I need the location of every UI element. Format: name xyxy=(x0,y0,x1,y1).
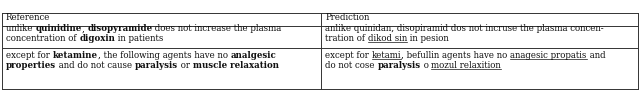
Text: anlike quinidan, disopiramid dos not incruse the plasma concen-: anlike quinidan, disopiramid dos not inc… xyxy=(325,24,604,33)
Text: ketami: ketami xyxy=(372,51,401,60)
Text: unlike: unlike xyxy=(6,24,35,33)
Text: paralysis: paralysis xyxy=(378,61,420,70)
Text: except for: except for xyxy=(6,51,52,60)
Text: paralysis: paralysis xyxy=(135,61,178,70)
Text: in patients: in patients xyxy=(115,34,163,43)
Text: o: o xyxy=(420,61,431,70)
Text: , the following agents have no: , the following agents have no xyxy=(98,51,230,60)
Text: quinidine: quinidine xyxy=(35,24,81,33)
Text: concentration of: concentration of xyxy=(6,34,79,43)
Text: Reference: Reference xyxy=(6,13,51,22)
Text: or: or xyxy=(178,61,193,70)
Text: properties: properties xyxy=(6,61,56,70)
Text: disopyramide: disopyramide xyxy=(87,24,152,33)
Text: tration of: tration of xyxy=(325,34,368,43)
Text: except for: except for xyxy=(325,51,372,60)
Text: and: and xyxy=(587,51,605,60)
Text: Prediction: Prediction xyxy=(325,13,370,22)
Text: mozul relaxition: mozul relaxition xyxy=(431,61,501,70)
Text: , befullin agents have no: , befullin agents have no xyxy=(401,51,511,60)
Text: anagesic propatis: anagesic propatis xyxy=(511,51,587,60)
Text: muscle relaxation: muscle relaxation xyxy=(193,61,279,70)
Text: ,: , xyxy=(81,24,87,33)
Text: and do not cause: and do not cause xyxy=(56,61,135,70)
Text: analgesic: analgesic xyxy=(230,51,276,60)
Text: digoxin: digoxin xyxy=(79,34,115,43)
Text: dikod sin: dikod sin xyxy=(368,34,407,43)
Text: ketamine: ketamine xyxy=(52,51,98,60)
Text: do not cose: do not cose xyxy=(325,61,378,70)
Text: does not increase the plasma: does not increase the plasma xyxy=(152,24,282,33)
Text: in pesion: in pesion xyxy=(407,34,449,43)
